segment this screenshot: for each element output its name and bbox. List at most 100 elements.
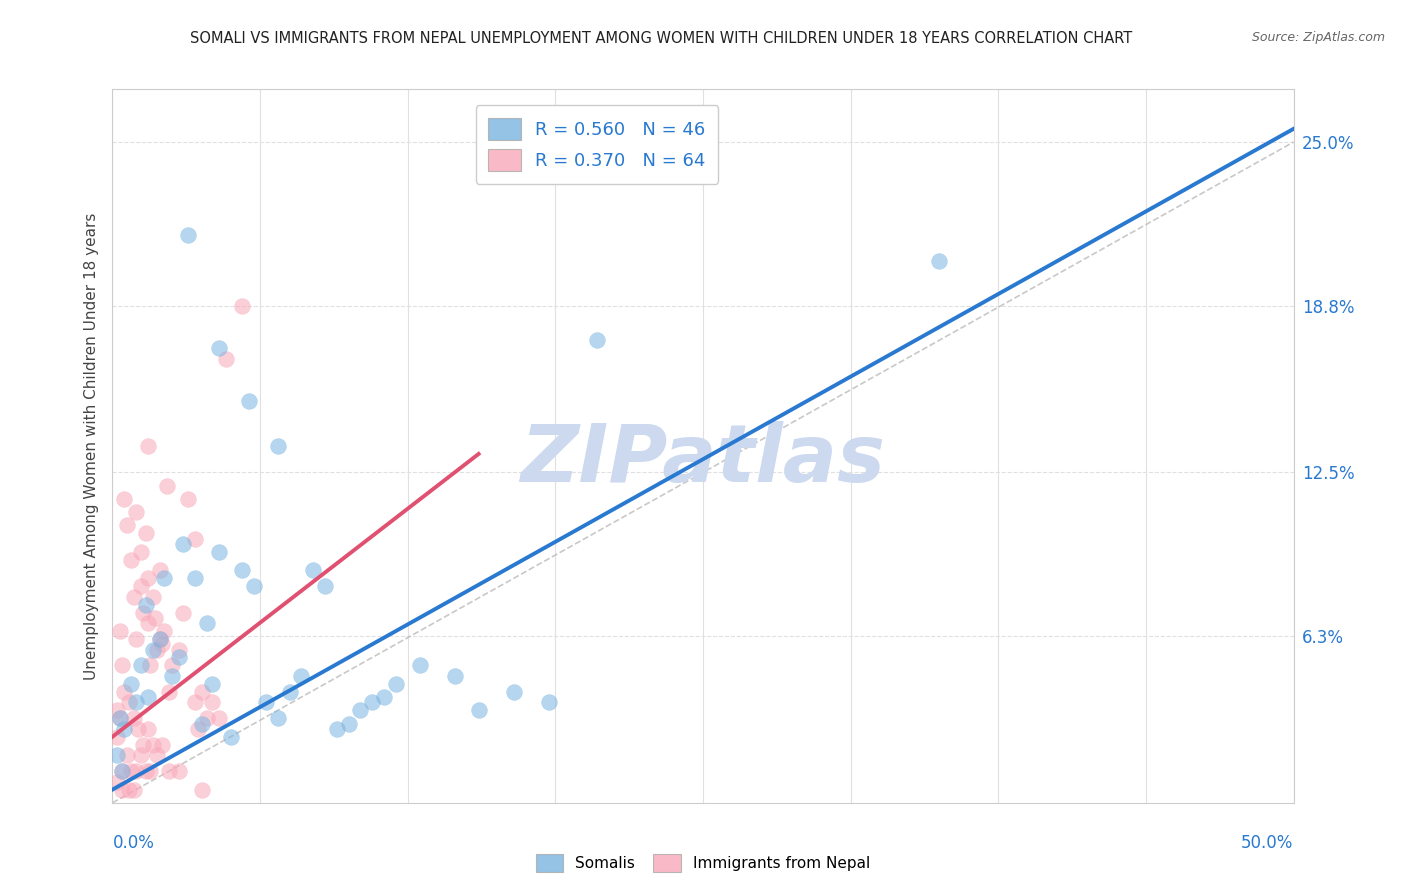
Point bbox=[115, 748, 138, 763]
Point bbox=[191, 716, 214, 731]
Point bbox=[184, 695, 207, 709]
Point bbox=[538, 695, 561, 709]
Point bbox=[156, 478, 179, 492]
Point bbox=[201, 695, 224, 709]
Point bbox=[136, 439, 159, 453]
Point bbox=[112, 685, 135, 699]
Point bbox=[349, 703, 371, 717]
Point bbox=[326, 722, 349, 736]
Point bbox=[149, 632, 172, 646]
Point bbox=[125, 764, 148, 778]
Point bbox=[125, 632, 148, 646]
Point bbox=[408, 658, 430, 673]
Point bbox=[208, 711, 231, 725]
Point bbox=[122, 711, 145, 725]
Point bbox=[208, 545, 231, 559]
Point bbox=[149, 632, 172, 646]
Point bbox=[290, 669, 312, 683]
Point bbox=[111, 764, 134, 778]
Point bbox=[122, 782, 145, 797]
Point bbox=[928, 254, 950, 268]
Point bbox=[142, 590, 165, 604]
Point bbox=[153, 624, 176, 638]
Text: Source: ZipAtlas.com: Source: ZipAtlas.com bbox=[1251, 31, 1385, 45]
Point bbox=[373, 690, 395, 704]
Point bbox=[201, 677, 224, 691]
Text: 0.0%: 0.0% bbox=[112, 834, 155, 852]
Point bbox=[160, 658, 183, 673]
Point bbox=[503, 685, 526, 699]
Point bbox=[149, 563, 172, 577]
Point bbox=[132, 738, 155, 752]
Point bbox=[132, 606, 155, 620]
Point bbox=[231, 299, 253, 313]
Point bbox=[219, 730, 242, 744]
Point bbox=[135, 764, 157, 778]
Point bbox=[105, 774, 128, 789]
Point bbox=[139, 658, 162, 673]
Point bbox=[146, 748, 169, 763]
Point bbox=[111, 658, 134, 673]
Point bbox=[122, 590, 145, 604]
Point bbox=[302, 563, 325, 577]
Point bbox=[150, 637, 173, 651]
Point bbox=[208, 341, 231, 355]
Point bbox=[129, 748, 152, 763]
Text: SOMALI VS IMMIGRANTS FROM NEPAL UNEMPLOYMENT AMONG WOMEN WITH CHILDREN UNDER 18 : SOMALI VS IMMIGRANTS FROM NEPAL UNEMPLOY… bbox=[190, 31, 1132, 46]
Point bbox=[139, 764, 162, 778]
Point bbox=[172, 537, 194, 551]
Point bbox=[120, 677, 142, 691]
Point bbox=[195, 711, 218, 725]
Point bbox=[160, 669, 183, 683]
Point bbox=[177, 227, 200, 242]
Point bbox=[186, 722, 208, 736]
Point bbox=[191, 782, 214, 797]
Point bbox=[120, 764, 142, 778]
Point bbox=[127, 722, 149, 736]
Point bbox=[135, 526, 157, 541]
Point bbox=[129, 658, 152, 673]
Point bbox=[108, 711, 131, 725]
Point bbox=[167, 650, 190, 665]
Point bbox=[254, 695, 277, 709]
Point bbox=[111, 764, 134, 778]
Point bbox=[191, 685, 214, 699]
Point bbox=[136, 616, 159, 631]
Text: 50.0%: 50.0% bbox=[1241, 834, 1294, 852]
Point bbox=[585, 333, 607, 347]
Point bbox=[112, 722, 135, 736]
Point bbox=[267, 711, 290, 725]
Point bbox=[125, 505, 148, 519]
Point bbox=[157, 764, 180, 778]
Point bbox=[108, 711, 131, 725]
Y-axis label: Unemployment Among Women with Children Under 18 years: Unemployment Among Women with Children U… bbox=[83, 212, 98, 680]
Point bbox=[115, 518, 138, 533]
Point bbox=[129, 579, 152, 593]
Point bbox=[157, 685, 180, 699]
Point bbox=[118, 695, 141, 709]
Point bbox=[105, 703, 128, 717]
Point bbox=[136, 571, 159, 585]
Point bbox=[385, 677, 408, 691]
Point bbox=[184, 571, 207, 585]
Point bbox=[150, 738, 173, 752]
Point bbox=[146, 642, 169, 657]
Point bbox=[111, 782, 134, 797]
Point bbox=[108, 624, 131, 638]
Point bbox=[142, 738, 165, 752]
Legend: R = 0.560   N = 46, R = 0.370   N = 64: R = 0.560 N = 46, R = 0.370 N = 64 bbox=[475, 105, 718, 184]
Point bbox=[135, 598, 157, 612]
Point bbox=[143, 611, 166, 625]
Point bbox=[184, 532, 207, 546]
Point bbox=[120, 552, 142, 566]
Point bbox=[278, 685, 301, 699]
Point bbox=[153, 571, 176, 585]
Point bbox=[105, 748, 128, 763]
Point bbox=[172, 606, 194, 620]
Point bbox=[337, 716, 360, 731]
Point bbox=[231, 563, 253, 577]
Point bbox=[118, 782, 141, 797]
Point bbox=[125, 695, 148, 709]
Point bbox=[136, 690, 159, 704]
Point bbox=[444, 669, 467, 683]
